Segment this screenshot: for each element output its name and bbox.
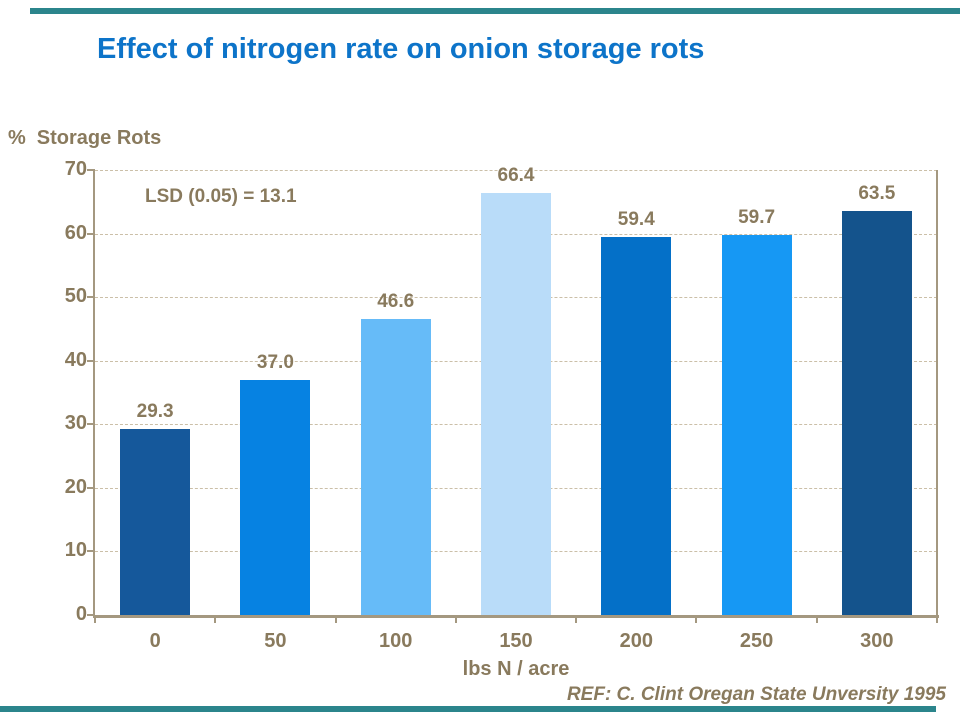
bar — [120, 428, 191, 615]
x-tick-mark — [94, 615, 96, 623]
top-accent-bar — [30, 8, 960, 14]
x-tick-mark — [695, 615, 698, 623]
y-tick-label: 0 — [75, 603, 87, 625]
x-tick-label: 150 — [499, 630, 533, 652]
y-tick-label: 60 — [64, 221, 87, 244]
y-tick-label: 10 — [64, 539, 87, 562]
gridline — [95, 170, 937, 171]
y-tick-mark — [87, 550, 95, 553]
y-tick-mark — [87, 232, 95, 235]
y-tick-label: 40 — [64, 348, 87, 371]
bar — [240, 379, 311, 615]
x-tick-label: 300 — [860, 630, 894, 652]
y-tick-mark — [87, 296, 95, 299]
bar-value-label: 29.3 — [136, 400, 174, 422]
y-axis-title-percent: % — [8, 127, 26, 149]
y-tick-label: 20 — [64, 475, 87, 498]
bar-value-label: 46.6 — [377, 290, 415, 312]
page-title: Effect of nitrogen rate on onion storage… — [97, 33, 705, 65]
x-axis-title: lbs N / acre — [462, 658, 570, 680]
y-tick-mark — [87, 423, 95, 426]
x-tick-label: 50 — [264, 630, 287, 652]
y-tick-mark — [87, 359, 95, 362]
x-tick-label: 100 — [379, 630, 413, 652]
bar — [481, 192, 551, 615]
y-axis-title-text: Storage Rots — [36, 127, 162, 149]
x-tick-label: 200 — [619, 630, 653, 652]
x-tick-mark — [334, 615, 337, 623]
reference-text: REF: C. Clint Oregan State Unversity 199… — [566, 684, 946, 705]
bar-value-label: 59.7 — [738, 207, 776, 229]
y-tick-label: 50 — [64, 285, 87, 308]
bar-value-label: 63.5 — [858, 183, 896, 205]
x-tick-mark — [454, 615, 457, 623]
bar — [721, 235, 792, 615]
y-tick-mark — [87, 486, 95, 489]
bar — [841, 211, 912, 615]
bar-value-label: 66.4 — [497, 164, 535, 186]
x-tick-mark — [815, 615, 818, 623]
x-tick-mark — [575, 615, 578, 623]
y-tick-mark — [87, 614, 95, 616]
x-tick-label: 0 — [149, 630, 161, 652]
x-axis-line — [93, 615, 939, 618]
x-tick-mark — [936, 615, 938, 623]
plot-right-border — [936, 170, 938, 617]
bar-value-label: 37.0 — [256, 351, 294, 373]
x-tick-label: 250 — [739, 630, 774, 652]
bar — [601, 237, 672, 615]
y-axis-title: % Storage Rots — [8, 127, 161, 150]
x-tick-mark — [214, 615, 217, 623]
bottom-accent-bar — [0, 706, 936, 712]
y-tick-mark — [87, 169, 95, 171]
bar — [360, 318, 431, 615]
y-axis-line — [93, 170, 95, 617]
bar-value-label: 59.4 — [617, 209, 655, 231]
y-tick-label: 30 — [64, 412, 87, 435]
y-tick-label: 70 — [64, 158, 87, 180]
lsd-annotation: LSD (0.05) = 13.1 — [145, 186, 297, 207]
